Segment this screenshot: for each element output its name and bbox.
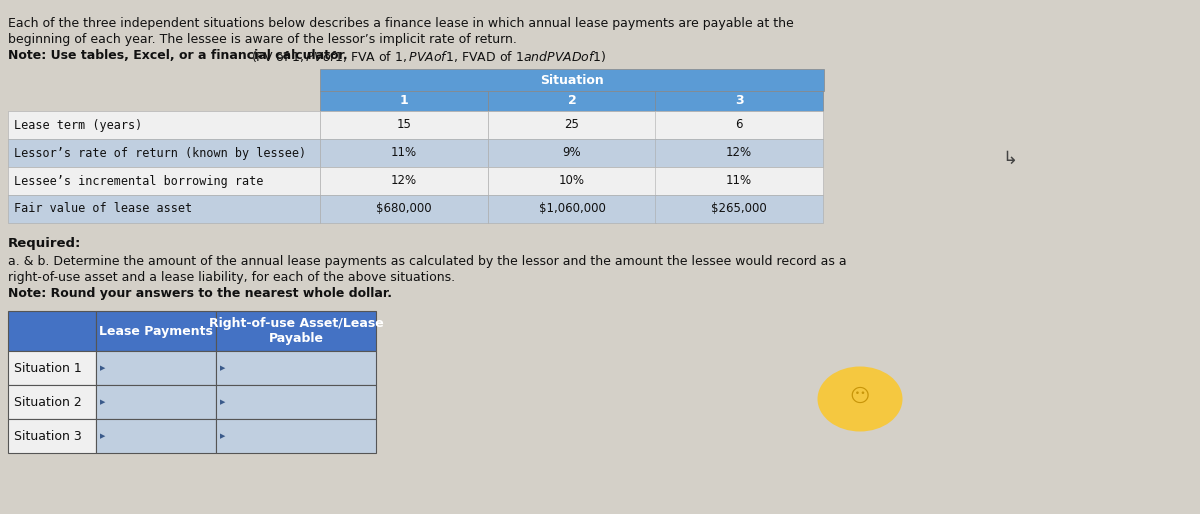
Text: ▶: ▶ bbox=[220, 365, 226, 371]
Text: $680,000: $680,000 bbox=[376, 203, 432, 215]
Bar bbox=[8, 167, 320, 195]
Text: Fair value of lease asset: Fair value of lease asset bbox=[14, 203, 192, 215]
Text: 2: 2 bbox=[568, 95, 576, 107]
Text: ▶: ▶ bbox=[220, 399, 226, 405]
Bar bbox=[216, 385, 376, 419]
Text: beginning of each year. The lessee is aware of the lessor’s implicit rate of ret: beginning of each year. The lessee is aw… bbox=[8, 33, 517, 46]
Text: 11%: 11% bbox=[726, 174, 752, 188]
Text: 25: 25 bbox=[564, 119, 580, 132]
Bar bbox=[8, 195, 320, 223]
Bar bbox=[655, 167, 823, 195]
Text: ▶: ▶ bbox=[220, 433, 226, 439]
Bar bbox=[320, 167, 488, 195]
Text: ▶: ▶ bbox=[100, 365, 106, 371]
Text: Note: Use tables, Excel, or a financial calculator.: Note: Use tables, Excel, or a financial … bbox=[8, 49, 352, 62]
Text: 12%: 12% bbox=[391, 174, 418, 188]
Text: ▶: ▶ bbox=[100, 433, 106, 439]
Bar bbox=[655, 195, 823, 223]
Bar bbox=[96, 419, 216, 453]
Bar bbox=[488, 111, 656, 139]
Bar bbox=[320, 69, 824, 91]
Bar bbox=[320, 195, 488, 223]
Text: 15: 15 bbox=[396, 119, 412, 132]
Text: 11%: 11% bbox=[391, 146, 418, 159]
Text: Required:: Required: bbox=[8, 237, 82, 250]
Bar bbox=[8, 385, 96, 419]
Text: 😶: 😶 bbox=[850, 387, 870, 406]
Text: a. & b. Determine the amount of the annual lease payments as calculated by the l: a. & b. Determine the amount of the annu… bbox=[8, 255, 847, 268]
Bar bbox=[96, 385, 216, 419]
Text: Note: Round your answers to the nearest whole dollar.: Note: Round your answers to the nearest … bbox=[8, 287, 392, 300]
Text: Right-of-use Asset/Lease
Payable: Right-of-use Asset/Lease Payable bbox=[209, 317, 383, 345]
Bar bbox=[655, 111, 823, 139]
Bar bbox=[488, 91, 656, 111]
Text: 6: 6 bbox=[736, 119, 743, 132]
Bar bbox=[216, 419, 376, 453]
Text: Situation 2: Situation 2 bbox=[14, 395, 82, 409]
Text: 9%: 9% bbox=[563, 146, 581, 159]
Bar bbox=[8, 139, 320, 167]
Ellipse shape bbox=[817, 366, 902, 431]
Text: Lease Payments: Lease Payments bbox=[100, 324, 212, 338]
Text: ▶: ▶ bbox=[100, 399, 106, 405]
Bar bbox=[8, 311, 96, 351]
Bar bbox=[216, 351, 376, 385]
Text: right-of-use asset and a lease liability, for each of the above situations.: right-of-use asset and a lease liability… bbox=[8, 271, 455, 284]
Text: Situation 3: Situation 3 bbox=[14, 430, 82, 443]
Text: Lessor’s rate of return (known by lessee): Lessor’s rate of return (known by lessee… bbox=[14, 146, 306, 159]
Text: 10%: 10% bbox=[559, 174, 586, 188]
Bar bbox=[488, 167, 656, 195]
Text: 1: 1 bbox=[400, 95, 408, 107]
Bar bbox=[488, 195, 656, 223]
Bar bbox=[8, 351, 96, 385]
Text: Lease term (years): Lease term (years) bbox=[14, 119, 143, 132]
Text: Lessee’s incremental borrowing rate: Lessee’s incremental borrowing rate bbox=[14, 174, 263, 188]
Text: Situation 1: Situation 1 bbox=[14, 361, 82, 375]
Text: 12%: 12% bbox=[726, 146, 752, 159]
Bar bbox=[320, 139, 488, 167]
Text: ↳: ↳ bbox=[1002, 150, 1018, 168]
Bar bbox=[488, 139, 656, 167]
Text: $1,060,000: $1,060,000 bbox=[539, 203, 606, 215]
Bar bbox=[96, 311, 216, 351]
Bar bbox=[320, 111, 488, 139]
Bar bbox=[8, 111, 320, 139]
Bar bbox=[655, 139, 823, 167]
Text: $265,000: $265,000 bbox=[712, 203, 767, 215]
Text: Each of the three independent situations below describes a finance lease in whic: Each of the three independent situations… bbox=[8, 17, 793, 30]
Bar bbox=[96, 351, 216, 385]
Bar bbox=[216, 311, 376, 351]
Bar bbox=[8, 419, 96, 453]
Text: (FV of $1, PV of $1, FVA of $1, PVA of $1, FVAD of $1 and PVAD of $1): (FV of $1, PV of $1, FVA of $1, PVA of $… bbox=[251, 49, 607, 64]
Text: 3: 3 bbox=[734, 95, 743, 107]
Text: Situation: Situation bbox=[540, 74, 604, 86]
Bar bbox=[655, 91, 823, 111]
Bar bbox=[320, 91, 488, 111]
